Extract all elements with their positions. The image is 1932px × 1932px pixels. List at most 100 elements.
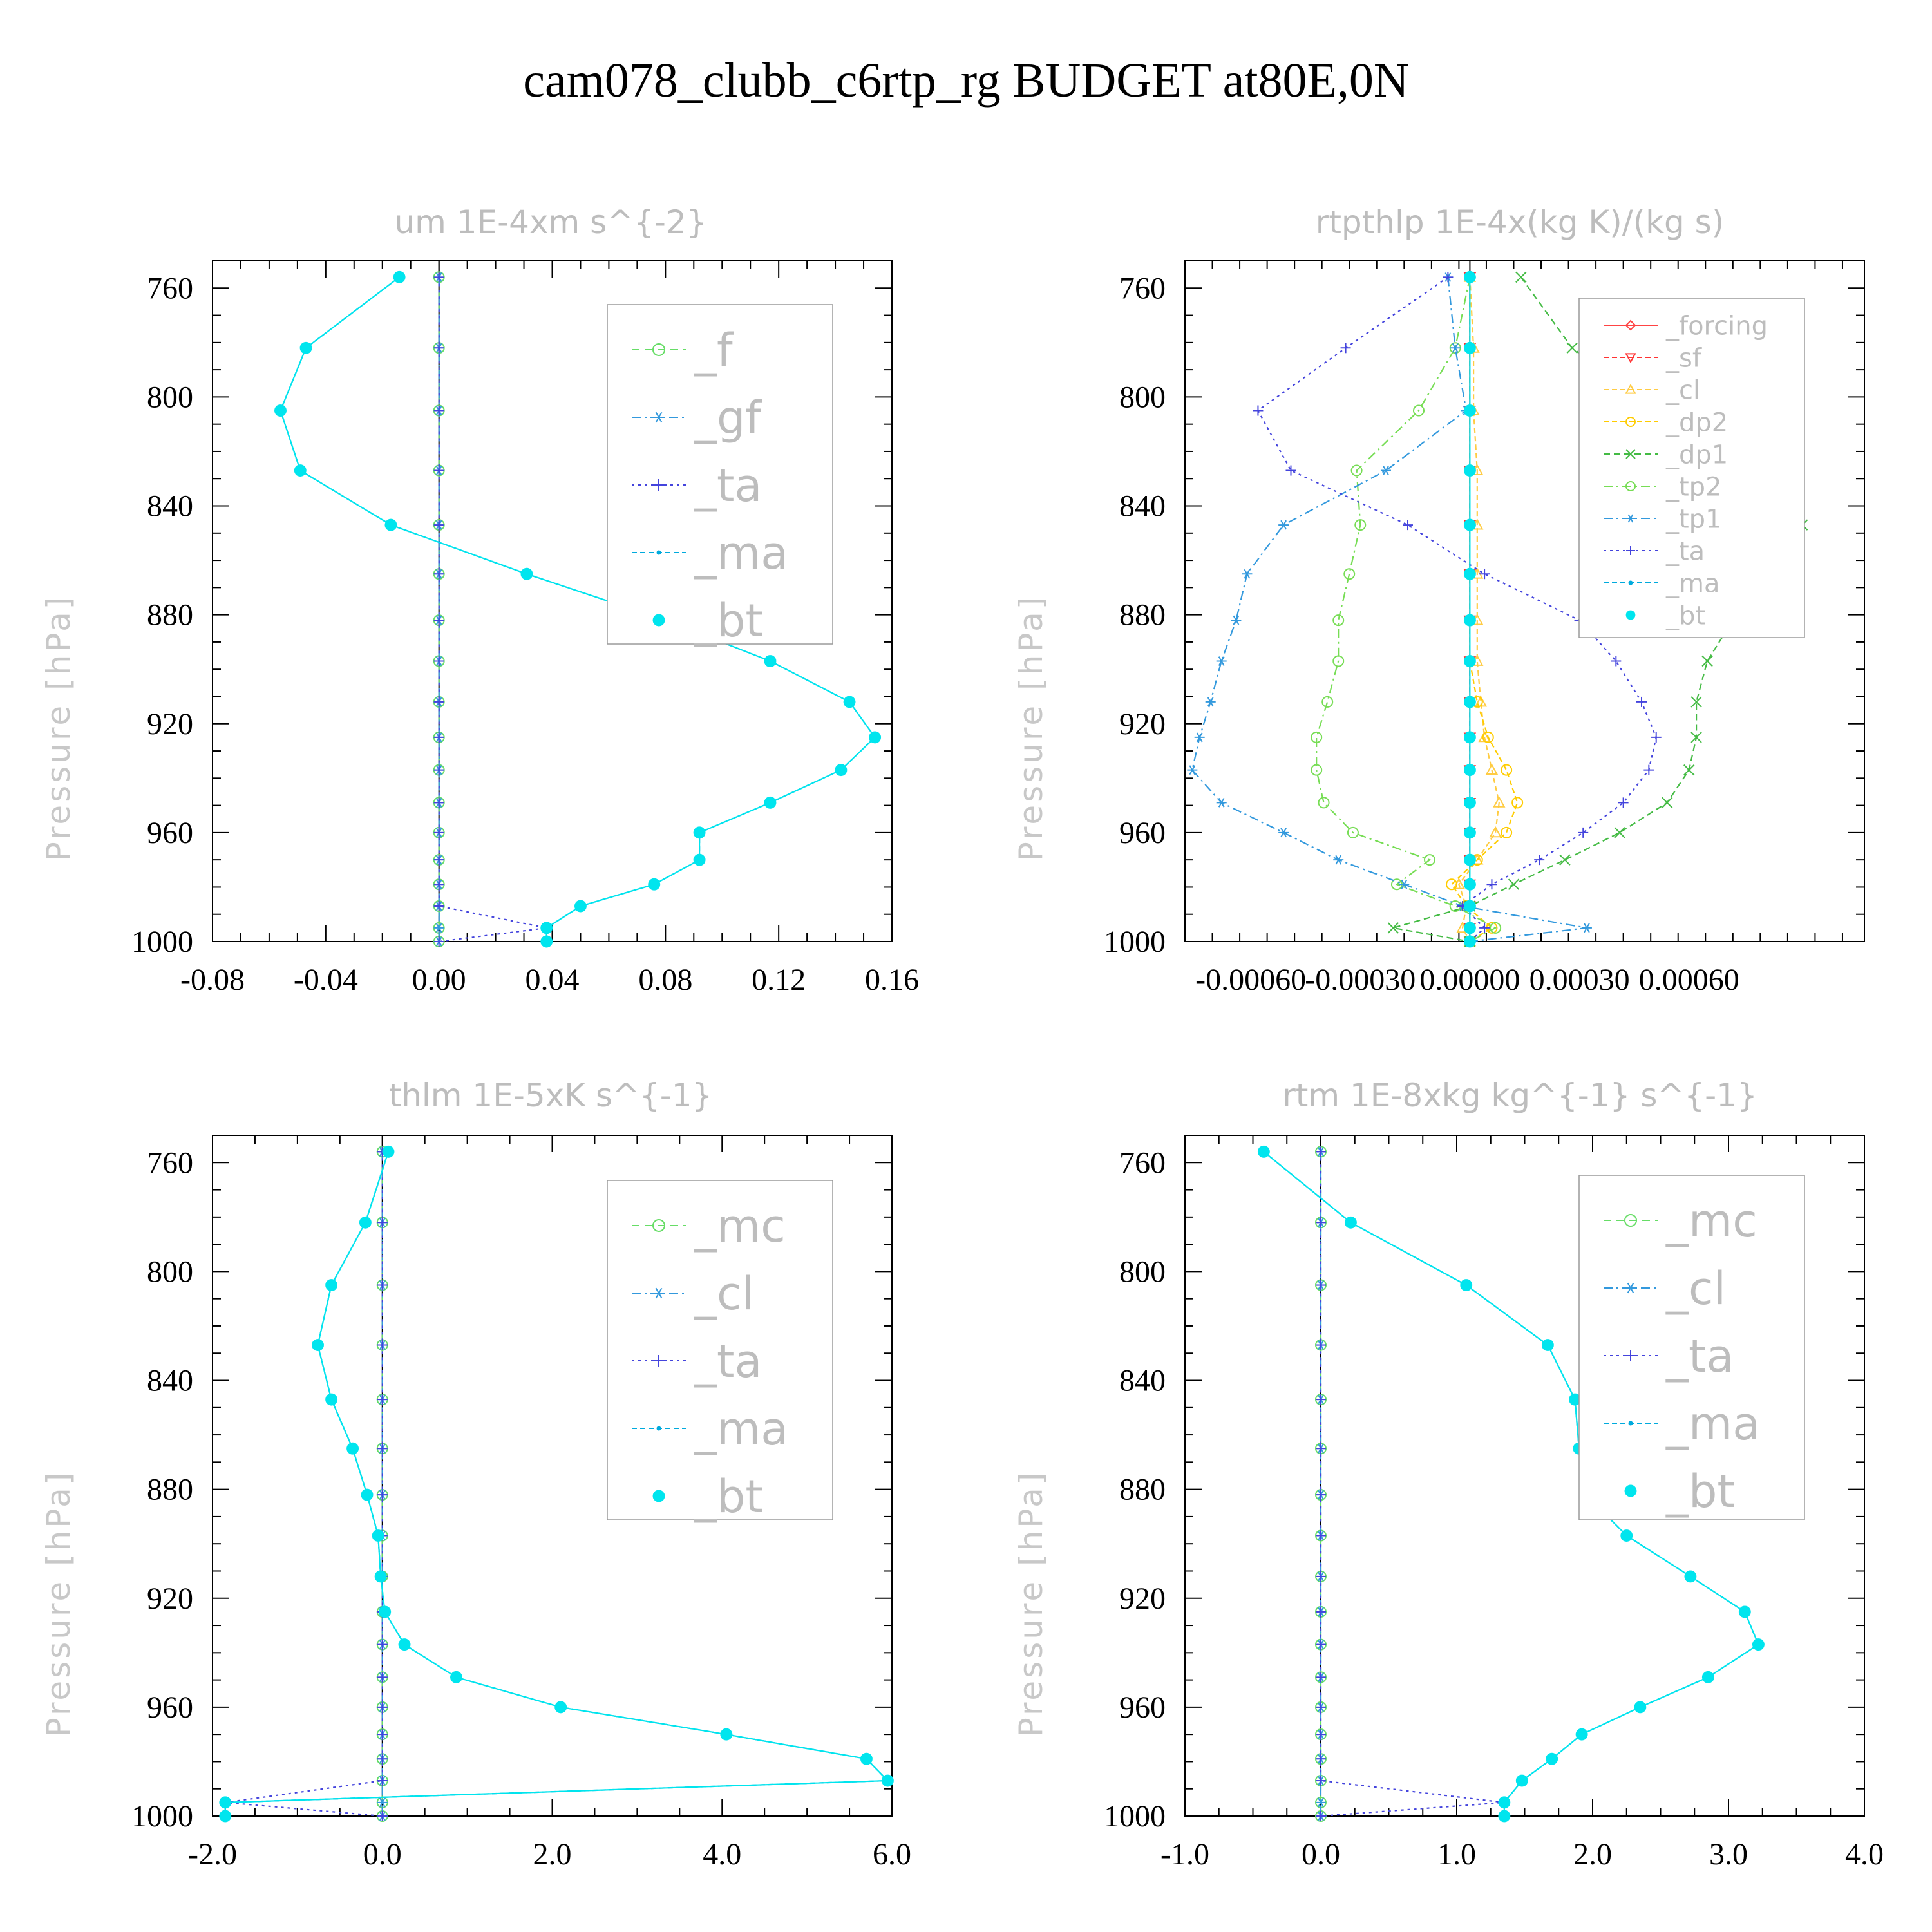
- data-point: [1701, 1671, 1714, 1683]
- data-point-stroke: [1189, 765, 1196, 775]
- thlm-y-axis-label: Pressure [hPa]: [40, 1470, 77, 1738]
- legend-label: _gf: [694, 392, 762, 444]
- data-point: [1463, 826, 1476, 839]
- legend-marker: [653, 1287, 665, 1299]
- legend-marker: [1625, 1282, 1636, 1294]
- y-tick-label: 920: [1119, 707, 1166, 741]
- legend-box: [1578, 298, 1805, 638]
- data-point: [1316, 1146, 1326, 1157]
- series-line: [1191, 277, 1587, 943]
- data-point: [1581, 923, 1592, 933]
- plot-frame: [1184, 260, 1865, 942]
- y-tick-label: 1000: [1104, 1799, 1166, 1833]
- legend-marker: [656, 1426, 661, 1431]
- data-point: [1463, 764, 1476, 777]
- data-point: [1316, 1443, 1326, 1454]
- um-panel-title: um 1E-4xm s^{-2}: [394, 204, 706, 241]
- data-point: [1216, 656, 1227, 666]
- data-point: [1752, 1638, 1765, 1651]
- data-point: [1316, 1701, 1326, 1712]
- data-point: [1242, 569, 1253, 579]
- data-point-stroke: [379, 1797, 386, 1808]
- legend-item: _ma: [632, 527, 788, 580]
- legend-marker: [1625, 610, 1636, 620]
- data-point: [1651, 732, 1662, 743]
- data-point: [379, 1605, 392, 1618]
- legend-marker: [1625, 319, 1636, 331]
- data-point: [1620, 1530, 1633, 1542]
- data-point: [1501, 826, 1513, 838]
- data-point: [1690, 696, 1702, 708]
- x-tick-label: 0.0: [363, 1837, 402, 1871]
- y-tick-label: 800: [147, 380, 193, 414]
- legend-item: _cl: [1604, 375, 1700, 405]
- data-point: [1738, 1605, 1751, 1618]
- data-point: [1380, 466, 1391, 475]
- legend-label: _mc: [694, 1200, 786, 1253]
- data-point-b: [1515, 271, 1527, 283]
- data-point: [398, 1638, 411, 1651]
- data-point: [1316, 1606, 1326, 1617]
- data-point: [1463, 878, 1476, 891]
- series-line: [1256, 276, 1657, 942]
- y-tick-label: 880: [147, 598, 193, 632]
- legend-label: _ma: [1665, 569, 1719, 598]
- x-tick-label: -0.00060: [1195, 963, 1306, 997]
- legend-item: _dp1: [1604, 440, 1728, 469]
- data-point: [377, 1490, 388, 1501]
- x-tick-label: 2.0: [533, 1837, 572, 1871]
- x-tick-label: 0.16: [865, 963, 919, 997]
- data-point: [1399, 879, 1410, 889]
- data-point-stroke: [1318, 1797, 1324, 1808]
- data-point-stroke: [1280, 520, 1287, 530]
- legend-marker: [653, 412, 665, 423]
- series-bt: [274, 270, 882, 948]
- data-point-stroke: [435, 923, 442, 933]
- data-point: [433, 901, 444, 912]
- data-point: [1559, 854, 1571, 866]
- data-point: [1257, 1145, 1270, 1158]
- data-point: [1187, 765, 1198, 775]
- data-point: [359, 1216, 372, 1229]
- data-point: [1321, 696, 1334, 708]
- data-point: [1316, 1394, 1326, 1405]
- data-point: [1316, 1811, 1326, 1821]
- data-point-b: [1559, 854, 1571, 866]
- x-tick-label: 4.0: [1845, 1837, 1884, 1871]
- legend-marker: [653, 1355, 665, 1367]
- data-point: [1463, 341, 1476, 354]
- data-point: [1194, 732, 1205, 743]
- series-ta: [1316, 1146, 1510, 1821]
- data-point: [1350, 464, 1363, 477]
- data-point: [1498, 1796, 1511, 1809]
- data-point: [860, 1752, 873, 1765]
- x-tick-label: 2.0: [1573, 1837, 1612, 1871]
- data-point: [1318, 797, 1330, 809]
- y-tick-label: 800: [147, 1255, 193, 1289]
- y-tick-label: 880: [147, 1473, 193, 1507]
- data-point: [361, 1488, 374, 1501]
- legend-item: _ma: [1604, 1397, 1760, 1450]
- data-point: [1662, 797, 1673, 809]
- data-point: [835, 764, 848, 777]
- data-point: [1546, 1752, 1558, 1765]
- data-point: [1463, 796, 1476, 809]
- data-point: [1332, 655, 1345, 667]
- rtpthlp-y-axis-label: Pressure [hPa]: [1012, 594, 1050, 862]
- legend-label: _bt: [1665, 1465, 1735, 1518]
- legend-marker: [1624, 1214, 1637, 1227]
- legend-item: _dp2: [1604, 408, 1728, 437]
- data-point: [648, 878, 661, 891]
- legend-marker: [652, 1219, 665, 1232]
- legend-label: _dp2: [1665, 408, 1728, 437]
- data-point: [1611, 656, 1622, 667]
- data-point: [1424, 854, 1436, 866]
- data-point: [1534, 855, 1545, 866]
- data-point-b: [1701, 655, 1713, 667]
- data-point: [433, 465, 444, 476]
- data-point: [433, 520, 444, 531]
- legend-label: _ta: [1665, 536, 1705, 566]
- data-point: [1485, 763, 1499, 775]
- um-budget-panel: um 1E-4xm s^{-2} Pressure [hPa] 760 800 84…: [40, 204, 919, 997]
